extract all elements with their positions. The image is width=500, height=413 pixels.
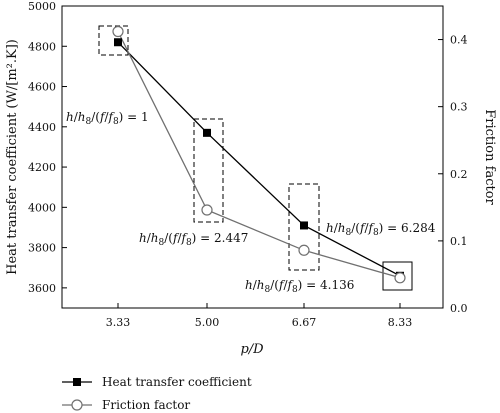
heat-transfer-point <box>203 128 211 137</box>
series-markers <box>112 25 406 284</box>
x-tick-label: 6.67 <box>292 316 317 329</box>
friction-point <box>298 244 310 256</box>
highlight-box <box>288 183 320 271</box>
annotations: h/h8/(f/f8) = 1 h/h8/(f/f8) = 2.447 h/h8/(… <box>66 110 436 295</box>
heat-transfer-point <box>300 221 308 230</box>
left-tick-label: 3800 <box>28 242 56 255</box>
x-axis-ticks: 3.33 5.00 6.67 8.33 <box>106 303 413 329</box>
legend-item-heat-transfer: Heat transfer coefficient <box>62 375 252 389</box>
friction-point <box>112 25 124 38</box>
left-tick-label: 5000 <box>28 0 56 13</box>
series-lines <box>117 31 401 279</box>
left-tick-label: 4400 <box>28 121 56 134</box>
x-tick-label: 3.33 <box>106 316 131 329</box>
highlight-box <box>193 118 224 223</box>
legend-label-heat-transfer: Heat transfer coefficient <box>102 375 252 389</box>
right-tick-label: 0.3 <box>450 101 468 114</box>
friction-point <box>394 272 406 284</box>
left-tick-label: 4200 <box>28 161 56 174</box>
y-axis-right-title: Friction factor <box>482 109 497 205</box>
series-line-heat-transfer <box>117 41 401 277</box>
left-tick-label: 3600 <box>28 282 56 295</box>
legend: Heat transfer coefficient Friction facto… <box>62 375 252 412</box>
right-tick-label: 0.1 <box>450 235 468 248</box>
left-tick-label: 4800 <box>28 40 56 53</box>
highlight-boxes <box>98 25 413 291</box>
annotation-label: h/h8/(f/f8) = 6.284 <box>326 221 436 238</box>
plot-frame <box>61 5 444 309</box>
heat-transfer-point <box>114 38 122 47</box>
right-tick-label: 0.4 <box>450 34 468 47</box>
y-axis-left-title: Heat transfer coefficient (W/[m².K]) <box>5 39 20 275</box>
legend-label-friction: Friction factor <box>102 398 190 412</box>
right-axis-ticks: 0.0 0.1 0.2 0.3 0.4 <box>438 34 468 315</box>
x-axis-title: p/D <box>240 342 264 357</box>
highlight-box <box>98 25 129 56</box>
x-tick-label: 8.33 <box>388 316 413 329</box>
left-tick-label: 4000 <box>28 201 56 214</box>
left-axis-ticks: 3600 3800 4000 4200 4400 4600 4800 5000 <box>28 0 67 295</box>
right-tick-label: 0.0 <box>450 302 468 315</box>
highlight-box <box>382 261 413 291</box>
annotation-label: h/h8/(f/f8) = 1 <box>66 110 149 127</box>
left-tick-label: 4600 <box>28 81 56 94</box>
friction-point <box>201 204 213 216</box>
x-tick-label: 5.00 <box>195 316 220 329</box>
annotation-label: h/h8/(f/f8) = 4.136 <box>245 278 354 295</box>
annotation-label: h/h8/(f/f8) = 2.447 <box>139 231 248 248</box>
legend-item-friction: Friction factor <box>62 398 190 412</box>
right-tick-label: 0.2 <box>450 168 468 181</box>
series-line-friction <box>117 31 401 279</box>
